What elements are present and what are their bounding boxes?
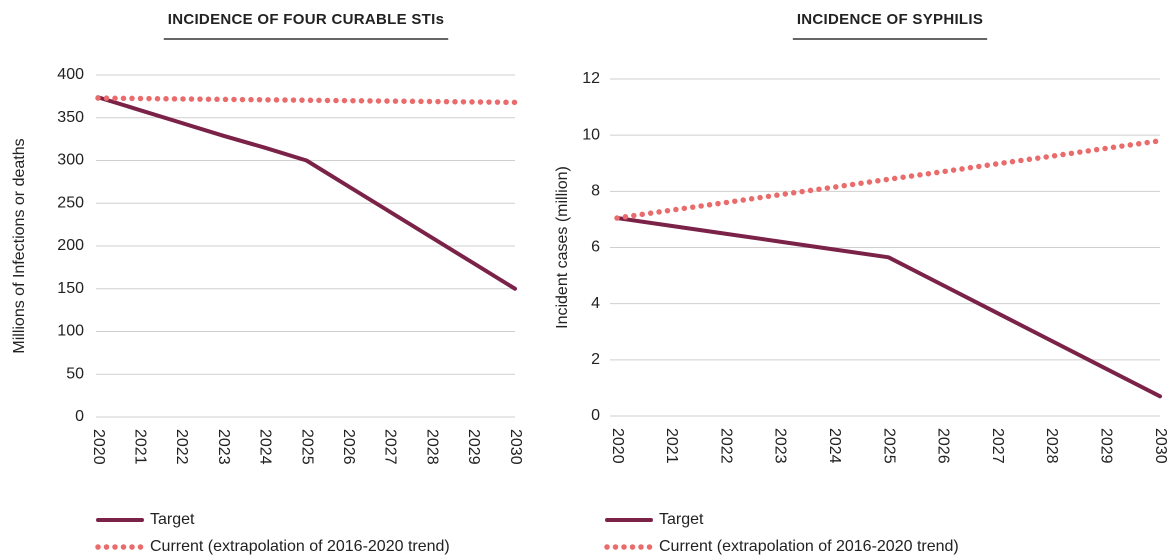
y-tick-label: 12 bbox=[582, 70, 600, 87]
y-tick-label: 100 bbox=[57, 323, 84, 340]
x-tick-label: 2020 bbox=[609, 428, 626, 464]
x-tick-label: 2021 bbox=[663, 428, 680, 464]
line-series bbox=[95, 95, 518, 106]
line-series bbox=[614, 138, 1163, 221]
x-tick-label: 2021 bbox=[131, 429, 148, 465]
x-tick-label: 2024 bbox=[826, 428, 843, 464]
x-tick-label: 2026 bbox=[935, 428, 952, 464]
x-tick-label: 2028 bbox=[423, 429, 440, 465]
x-tick-label: 2027 bbox=[989, 428, 1006, 464]
x-tick-label: 2026 bbox=[340, 429, 357, 465]
y-tick-label: 0 bbox=[591, 407, 600, 424]
line-series bbox=[615, 216, 1162, 399]
line-series bbox=[96, 95, 517, 291]
x-tick-label: 2022 bbox=[173, 429, 190, 465]
chart-title: INCIDENCE OF FOUR CURABLE STIs bbox=[168, 11, 445, 28]
x-tick-label: 2029 bbox=[465, 429, 482, 465]
y-tick-label: 6 bbox=[591, 239, 600, 256]
x-tick-label: 2030 bbox=[507, 429, 524, 465]
x-tick-label: 2025 bbox=[880, 428, 897, 464]
x-tick-label: 2022 bbox=[717, 428, 734, 464]
y-tick-label: 150 bbox=[57, 280, 84, 297]
chart-title: INCIDENCE OF SYPHILIS bbox=[797, 11, 983, 28]
legend-label: Current (extrapolation of 2016-2020 tren… bbox=[659, 538, 959, 555]
legend-label: Target bbox=[659, 511, 704, 528]
legend-label: Target bbox=[150, 511, 195, 528]
y-tick-label: 2 bbox=[591, 351, 600, 368]
y-tick-label: 8 bbox=[591, 183, 600, 200]
y-tick-label: 50 bbox=[66, 365, 84, 382]
x-tick-label: 2030 bbox=[1152, 428, 1169, 464]
x-tick-label: 2028 bbox=[1043, 428, 1060, 464]
y-tick-label: 350 bbox=[57, 109, 84, 126]
y-axis-label: Incident cases (million) bbox=[554, 166, 571, 329]
y-tick-label: 0 bbox=[75, 408, 84, 425]
y-tick-label: 10 bbox=[582, 126, 600, 143]
x-tick-label: 2024 bbox=[257, 429, 274, 465]
y-tick-label: 200 bbox=[57, 237, 84, 254]
x-tick-label: 2023 bbox=[772, 428, 789, 464]
y-tick-label: 300 bbox=[57, 152, 84, 169]
legend-label: Current (extrapolation of 2016-2020 tren… bbox=[150, 538, 450, 555]
x-tick-label: 2023 bbox=[215, 429, 232, 465]
x-tick-label: 2027 bbox=[382, 429, 399, 465]
y-axis-label: Millions of Infections or deaths bbox=[11, 138, 28, 353]
y-tick-label: 4 bbox=[591, 295, 600, 312]
x-tick-label: 2029 bbox=[1097, 428, 1114, 464]
x-tick-label: 2020 bbox=[90, 429, 107, 465]
y-tick-label: 250 bbox=[57, 194, 84, 211]
y-tick-label: 400 bbox=[57, 66, 84, 83]
x-tick-label: 2025 bbox=[298, 429, 315, 465]
